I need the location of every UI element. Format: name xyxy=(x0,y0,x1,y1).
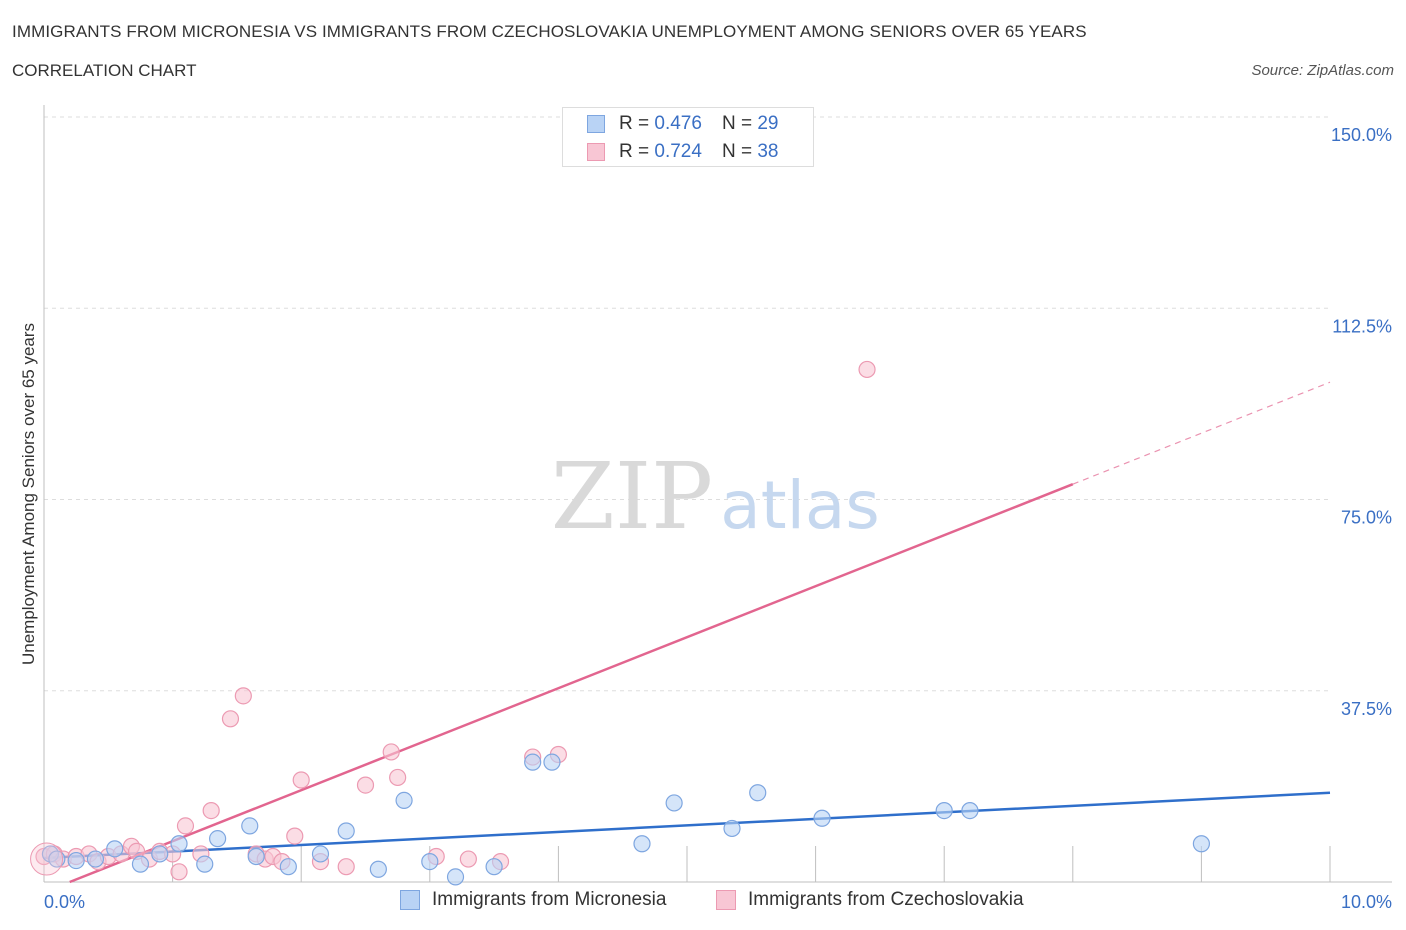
czechoslovakia-point xyxy=(221,710,240,728)
micronesia-point xyxy=(395,791,413,810)
micronesia-point xyxy=(279,858,297,876)
micronesia-point xyxy=(633,835,651,853)
micronesia-legend-label: Immigrants from Micronesia xyxy=(432,889,667,910)
micronesia-point xyxy=(749,784,767,802)
micronesia-point xyxy=(131,855,150,873)
czechoslovakia-trend-extension xyxy=(1072,381,1331,485)
watermark-zip: ZIP xyxy=(551,443,713,550)
czechoslovakia-point xyxy=(337,858,355,876)
czechoslovakia-point xyxy=(389,768,407,787)
micronesia-legend-swatch xyxy=(400,890,420,910)
micronesia-point xyxy=(106,840,124,858)
czechoslovakia-point xyxy=(858,360,876,379)
czechoslovakia-trend-line xyxy=(69,483,1074,884)
watermark-atlas: atlas xyxy=(720,467,880,544)
czechoslovakia-point xyxy=(234,687,252,705)
czechoslovakia-point xyxy=(459,850,477,868)
czechoslovakia-point xyxy=(382,743,400,761)
micronesia-point xyxy=(524,753,542,771)
source-credit: Source: ZipAtlas.com xyxy=(1251,62,1394,79)
r-value: 0.724 xyxy=(654,141,702,162)
gridlines xyxy=(44,116,1330,692)
czechoslovakia-point xyxy=(292,771,310,789)
micronesia-swatch xyxy=(587,115,605,133)
micronesia-point xyxy=(665,794,683,812)
y-axis-title: Unemployment Among Seniors over 65 years xyxy=(19,323,38,665)
czechoslovakia-point xyxy=(170,863,188,881)
czechoslovakia-point xyxy=(356,776,375,794)
czechoslovakia-point xyxy=(286,827,304,845)
data-points xyxy=(30,360,1211,886)
tick-labels: 37.5% 75.0% 112.5% 150.0% 0.0% 10.0% xyxy=(44,125,1392,912)
n-value: 38 xyxy=(757,141,779,162)
chart-subtitle: CORRELATION CHART xyxy=(12,61,197,80)
axes xyxy=(43,105,1392,883)
n-label: N = xyxy=(721,113,753,134)
czechoslovakia-legend-swatch xyxy=(716,890,736,910)
micronesia-point xyxy=(311,845,330,863)
stats-legend-row-czechoslovakia: R = 0.724 N = 38 xyxy=(587,139,778,165)
r-label: R = xyxy=(619,113,650,134)
stats-legend-row-micronesia: R = 0.476 N = 29 xyxy=(587,111,778,137)
n-label: N = xyxy=(721,141,753,162)
micronesia-point xyxy=(543,753,561,771)
micronesia-point xyxy=(209,830,227,848)
stats-legend: R = 0.476 N = 29 R = 0.724 N = 38 xyxy=(562,107,814,167)
n-value: 29 xyxy=(757,113,779,134)
legend-item-czechoslovakia: Immigrants from Czechoslovakia xyxy=(716,889,1024,911)
x-tick-label-max: 10.0% xyxy=(1341,892,1392,912)
micronesia-point xyxy=(935,801,953,820)
y-tick-label: 75.0% xyxy=(1341,508,1392,528)
micronesia-point xyxy=(247,847,265,866)
czechoslovakia-point-cluster xyxy=(30,842,64,876)
y-tick-label: 37.5% xyxy=(1341,699,1392,719)
micronesia-point xyxy=(48,850,66,868)
czechoslovakia-swatch xyxy=(587,143,605,161)
micronesia-point xyxy=(196,855,214,873)
micronesia-point xyxy=(86,850,105,868)
micronesia-point xyxy=(446,868,465,886)
y-tick-label: 112.5% xyxy=(1332,316,1392,336)
micronesia-point xyxy=(485,858,503,876)
watermark: ZIP atlas xyxy=(551,443,880,550)
legend-item-micronesia: Immigrants from Micronesia xyxy=(400,889,666,911)
micronesia-point xyxy=(961,801,979,820)
czechoslovakia-point xyxy=(176,817,195,835)
r-label: R = xyxy=(619,141,650,162)
micronesia-point xyxy=(170,835,188,853)
micronesia-point xyxy=(337,822,355,840)
micronesia-point xyxy=(151,845,169,863)
czechoslovakia-legend-label: Immigrants from Czechoslovakia xyxy=(748,889,1024,910)
micronesia-point xyxy=(421,852,439,871)
czechoslovakia-point xyxy=(202,801,220,820)
micronesia-point xyxy=(813,809,831,827)
y-tick-label: 150.0% xyxy=(1331,125,1392,145)
micronesia-point xyxy=(369,860,387,878)
micronesia-point xyxy=(1192,835,1211,853)
micronesia-point xyxy=(241,817,259,835)
x-tick-label-min: 0.0% xyxy=(44,892,85,912)
micronesia-point xyxy=(723,819,741,838)
chart-title: IMMIGRANTS FROM MICRONESIA VS IMMIGRANTS… xyxy=(12,22,1087,41)
r-value: 0.476 xyxy=(654,113,702,134)
micronesia-point xyxy=(67,851,85,870)
